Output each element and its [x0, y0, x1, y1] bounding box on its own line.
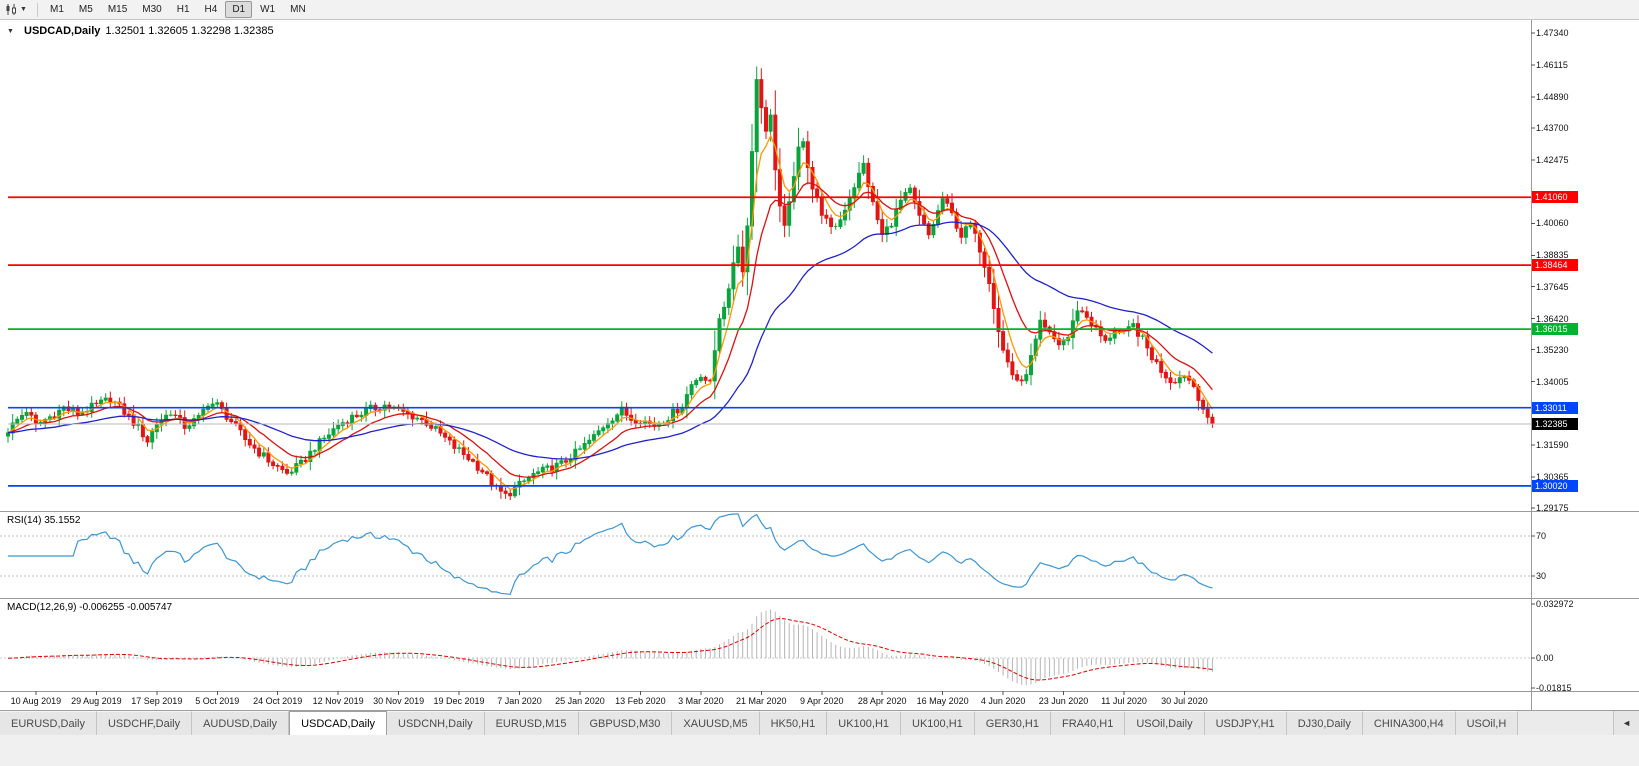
chart-collapse-icon[interactable]: ▼: [7, 27, 14, 35]
timeframe-toolbar: ▼ M1 M5 M15 M30 H1 H4 D1 W1 MN: [0, 0, 1639, 20]
chart-tab-xauusd-m5[interactable]: XAUUSD,M5: [672, 711, 760, 735]
chart-ohlc-values: 1.32501 1.32605 1.32298 1.32385: [105, 25, 274, 37]
chart-tab-eurusd-daily[interactable]: EURUSD,Daily: [0, 711, 97, 735]
chart-tab-gbpusd-m30[interactable]: GBPUSD,M30: [578, 711, 673, 735]
chart-tab-audusd-daily[interactable]: AUDUSD,Daily: [192, 711, 290, 735]
timeframe-buttons: M1 M5 M15 M30 H1 H4 D1 W1 MN: [43, 1, 313, 18]
chart-tab-usdcnh-daily[interactable]: USDCNH,Daily: [387, 711, 485, 735]
macd-indicator-label: MACD(12,26,9) -0.006255 -0.005747: [7, 602, 172, 613]
chart-tab-ger30-h1[interactable]: GER30,H1: [974, 711, 1051, 735]
tab-scroll-left-icon[interactable]: ◄: [1613, 711, 1639, 735]
timeframe-m1-button[interactable]: M1: [50, 4, 64, 15]
rsi-indicator-label: RSI(14) 35.1552: [7, 515, 80, 526]
chart-title: ▼ USDCAD,Daily 1.32501 1.32605 1.32298 1…: [7, 25, 274, 37]
chart-tab-hk50-h1[interactable]: HK50,H1: [759, 711, 828, 735]
chart-tab-uk100-h1[interactable]: UK100,H1: [901, 711, 975, 735]
macd-values: -0.006255 -0.005747: [79, 602, 173, 613]
timeframe-m15-button[interactable]: M15: [107, 4, 128, 15]
timeframe-mn-button[interactable]: MN: [290, 4, 306, 15]
rsi-value: 35.1552: [44, 515, 81, 526]
status-strip: [0, 735, 1639, 766]
timeframe-h1-button[interactable]: H1: [176, 4, 190, 15]
chart-tab-uk100-h1[interactable]: UK100,H1: [827, 711, 902, 735]
chart-tab-eurusd-m15[interactable]: EURUSD,M15: [484, 711, 579, 735]
chart-type-dropdown-icon[interactable]: ▼: [20, 6, 27, 13]
chart-tab-usdchf-daily[interactable]: USDCHF,Daily: [96, 711, 193, 735]
chart-tabs-bar: EURUSD,Daily USDCHF,Daily AUDUSD,Daily USDC…: [0, 710, 1639, 735]
timeframe-m30-button[interactable]: M30: [142, 4, 162, 15]
macd-name: MACD(12,26,9): [7, 602, 77, 613]
chart-tab-usoil-h[interactable]: USOil,H: [1455, 711, 1519, 735]
toolbar-separator: [37, 2, 38, 17]
chart-tab-dj30-daily[interactable]: DJ30,Daily: [1286, 711, 1363, 735]
chart-tab-usoil-daily[interactable]: USOil,Daily: [1125, 711, 1205, 735]
chart-tab-usdjpy-h1[interactable]: USDJPY,H1: [1204, 711, 1287, 735]
timeframe-m5-button[interactable]: M5: [78, 4, 93, 15]
timeframe-d1-button[interactable]: D1: [225, 1, 253, 18]
chart-symbol-label: USDCAD,Daily: [24, 25, 101, 37]
candlestick-chart-type-icon[interactable]: [3, 2, 19, 18]
chart-tab-china300-h4[interactable]: CHINA300,H4: [1362, 711, 1456, 735]
rsi-name: RSI(14): [7, 515, 42, 526]
chart-tab-usdcad-daily[interactable]: USDCAD,Daily: [289, 711, 388, 735]
timeframe-h4-button[interactable]: H4: [204, 4, 218, 15]
chart-tab-fra40-h1[interactable]: FRA40,H1: [1050, 711, 1126, 735]
timeframe-w1-button[interactable]: W1: [260, 4, 276, 15]
